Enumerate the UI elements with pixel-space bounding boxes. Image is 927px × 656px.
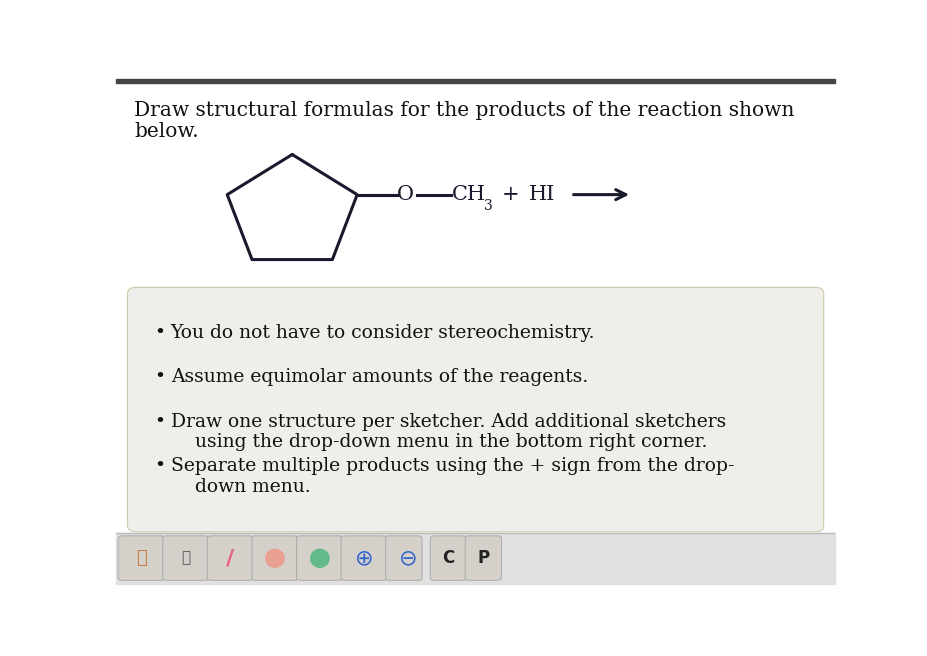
FancyBboxPatch shape (162, 536, 209, 581)
FancyBboxPatch shape (386, 536, 422, 581)
Text: /: / (226, 548, 235, 568)
Text: 3: 3 (483, 199, 492, 213)
Text: •: • (154, 457, 165, 475)
Text: P: P (476, 549, 489, 567)
Text: Separate multiple products using the + sign from the drop-
    down menu.: Separate multiple products using the + s… (171, 457, 733, 496)
Text: O: O (397, 185, 413, 204)
Bar (116, 533, 834, 584)
Text: •: • (154, 323, 165, 342)
Bar (116, 79, 834, 83)
Text: ⬤: ⬤ (263, 548, 286, 567)
Text: +: + (502, 185, 519, 204)
Text: ⊕: ⊕ (354, 548, 373, 568)
FancyBboxPatch shape (464, 536, 501, 581)
FancyBboxPatch shape (251, 536, 298, 581)
Text: ✋: ✋ (135, 549, 146, 567)
Text: Assume equimolar amounts of the reagents.: Assume equimolar amounts of the reagents… (171, 368, 588, 386)
Text: Draw structural formulas for the products of the reaction shown: Draw structural formulas for the product… (133, 102, 794, 121)
FancyBboxPatch shape (430, 536, 466, 581)
Text: ⬤: ⬤ (309, 548, 330, 567)
Text: •: • (154, 368, 165, 386)
Text: •: • (154, 413, 165, 430)
Text: ⊖: ⊖ (399, 548, 417, 568)
FancyBboxPatch shape (341, 536, 387, 581)
Text: CH: CH (451, 185, 485, 204)
Text: Draw one structure per sketcher. Add additional sketchers
    using the drop-dow: Draw one structure per sketcher. Add add… (171, 413, 725, 451)
Text: 🧪: 🧪 (181, 550, 190, 565)
FancyBboxPatch shape (207, 536, 253, 581)
FancyBboxPatch shape (297, 536, 342, 581)
Text: HI: HI (528, 185, 555, 204)
Text: below.: below. (133, 121, 198, 140)
Text: You do not have to consider stereochemistry.: You do not have to consider stereochemis… (171, 323, 594, 342)
FancyBboxPatch shape (118, 536, 164, 581)
FancyBboxPatch shape (127, 287, 823, 532)
Text: C: C (442, 549, 454, 567)
